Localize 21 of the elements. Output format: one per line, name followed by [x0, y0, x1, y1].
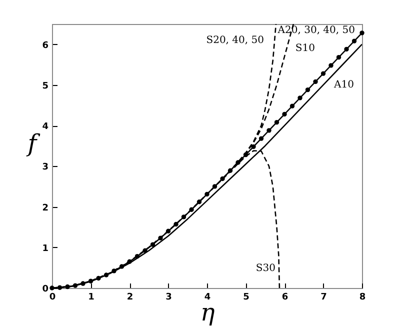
- x-tick-label: 7: [320, 292, 327, 302]
- y-tick-label: 1: [42, 244, 48, 254]
- y-tick-label: 6: [42, 40, 48, 51]
- x-tick-label: 0: [49, 292, 56, 302]
- x-tick-label: 6: [282, 292, 288, 302]
- y-tick-label: 3: [42, 162, 48, 173]
- y-axis-title: f: [26, 130, 41, 158]
- y-tick-label: 2: [42, 203, 48, 214]
- y-tick-label: 5: [42, 81, 48, 92]
- y-tick-label: 0: [42, 284, 48, 294]
- series-label: A10: [333, 79, 354, 90]
- x-tick-label: 5: [243, 292, 250, 302]
- x-tick-label: 3: [166, 292, 172, 302]
- series-label: S10: [295, 43, 315, 54]
- series-label: A20, 30, 40, 50: [276, 24, 355, 36]
- x-tick-label: 2: [126, 292, 134, 302]
- series-label: S20, 40, 50: [206, 35, 264, 46]
- series-label: S30: [256, 263, 276, 274]
- x-tick-label: 1: [88, 292, 94, 302]
- x-tick-label: 8: [359, 292, 366, 302]
- y-tick-label: 4: [42, 122, 48, 132]
